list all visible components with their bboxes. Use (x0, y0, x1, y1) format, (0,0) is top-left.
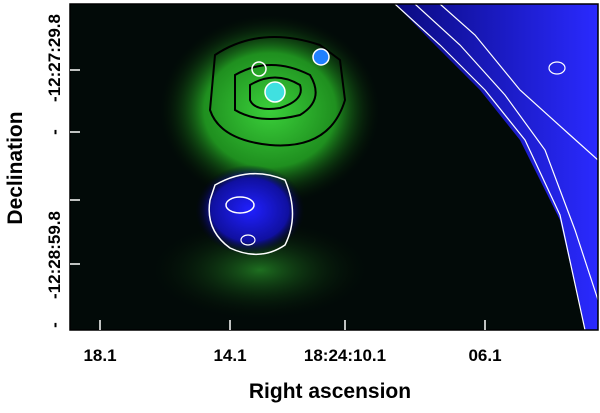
x-tick-label: 18:24:10.1 (304, 346, 386, 365)
y-tick-label: - (45, 129, 64, 135)
y-tick-label: - (45, 322, 64, 328)
y-tick-label: -12:28:59.8 (45, 211, 64, 299)
x-tick-label: 18.1 (83, 346, 116, 365)
x-tick-label: 14.1 (213, 346, 246, 365)
y-axis-label: Declination (4, 111, 27, 224)
sky-image (70, 4, 598, 330)
y-tick-label: -12:27:29.8 (45, 14, 64, 102)
x-axis-label: Right ascension (249, 380, 411, 403)
frame (69, 3, 599, 331)
x-tick-label: 06.1 (468, 346, 501, 365)
tick-marks (70, 69, 486, 330)
